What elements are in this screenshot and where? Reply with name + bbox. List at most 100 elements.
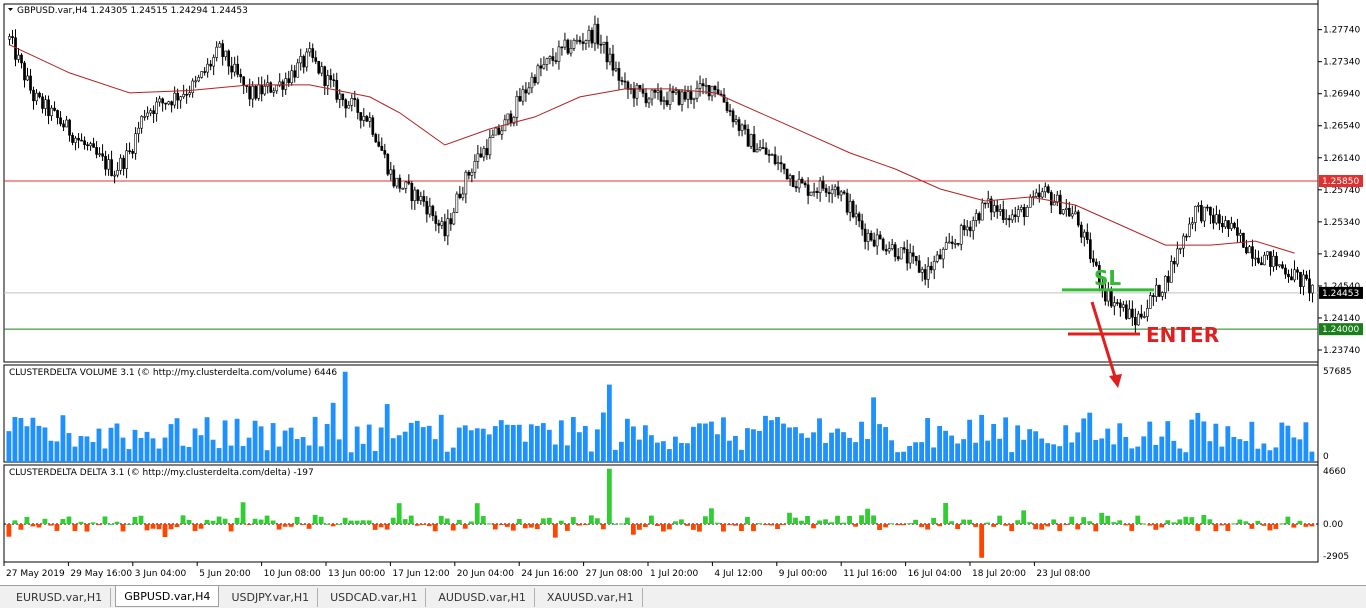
candle-body (794, 186, 798, 189)
triangle-down-icon[interactable] (8, 8, 13, 11)
volume-bar (522, 441, 528, 462)
symbol-tab[interactable]: AUDUSD.var,H1 (430, 588, 535, 607)
volume-bar (1261, 443, 1267, 462)
delta-bar-positive (1135, 515, 1141, 525)
candle-body (1088, 239, 1092, 260)
candle-body (311, 48, 315, 58)
candle-body (857, 213, 861, 222)
candle-body (773, 154, 777, 165)
candle-body (194, 80, 197, 83)
candle-body (44, 99, 47, 109)
delta-bar-negative (162, 524, 168, 538)
candle-body (1025, 206, 1029, 218)
candle-body (443, 221, 447, 237)
delta-bar-positive (648, 515, 654, 525)
volume-bar (769, 420, 774, 462)
price-panel[interactable] (3, 3, 1319, 363)
delta-bar-negative (276, 524, 282, 530)
volume-bar (961, 439, 967, 462)
candle-body (683, 91, 687, 100)
delta-bar-positive (1297, 520, 1303, 525)
delta-panel[interactable] (3, 464, 1319, 563)
candle-body (1046, 186, 1050, 193)
delta-bar-positive (132, 516, 138, 525)
candle-body (176, 92, 179, 101)
candle-body (635, 85, 639, 99)
delta-bar-negative (576, 524, 582, 526)
volume-bar (979, 414, 985, 462)
candle-body (761, 147, 765, 149)
candle-body (782, 163, 786, 170)
volume-bar (282, 430, 288, 462)
volume-bar (1129, 448, 1135, 462)
volume-bar (498, 420, 504, 462)
volume-bar (528, 424, 534, 462)
candle-body (806, 184, 810, 196)
volume-bar (540, 423, 546, 462)
delta-bar-positive (949, 521, 955, 525)
volume-bar (198, 435, 204, 462)
time-axis-label: 10 Jun 08:00 (264, 569, 321, 579)
time-axis-label: 23 Jul 08:00 (1036, 569, 1090, 579)
delta-bar-positive (240, 502, 246, 525)
delta-bar-positive (24, 516, 30, 525)
delta-bar-positive (1207, 519, 1213, 525)
time-axis-label: 9 Jul 00:00 (779, 569, 828, 579)
delta-bar-positive (624, 517, 630, 525)
delta-bar-negative (192, 524, 198, 531)
delta-bar-negative (528, 524, 534, 528)
candle-body (731, 110, 735, 123)
volume-bar (883, 427, 888, 462)
candle-body (653, 89, 657, 93)
candle-body (785, 168, 789, 180)
delta-bar-negative (667, 524, 672, 530)
candle-body (803, 182, 807, 186)
symbol-tab[interactable]: XAUUSD.var,H1 (539, 588, 643, 607)
volume-bar (1237, 439, 1243, 462)
volume-bar (84, 436, 90, 462)
symbol-tab[interactable]: GBPUSD.var,H4 (115, 586, 220, 607)
delta-bar-negative (48, 524, 54, 526)
symbol-tab[interactable]: USDCAD.var,H1 (322, 588, 427, 607)
candle-body (140, 116, 143, 129)
delta-bar-negative (919, 524, 925, 527)
volume-bar (654, 442, 660, 462)
candle-body (479, 153, 483, 158)
volume-bar (300, 437, 306, 462)
delta-bar-positive (42, 518, 48, 525)
volume-bar (6, 431, 12, 462)
volume-bar (90, 441, 96, 462)
delta-bar-negative (450, 524, 456, 531)
time-axis-label: 18 Jul 20:00 (972, 569, 1026, 579)
candle-body (86, 144, 89, 147)
symbol-tab[interactable]: USDJPY.var,H1 (223, 588, 319, 607)
delta-bar-positive (1243, 521, 1249, 525)
candle-body (593, 23, 597, 44)
candle-body (641, 89, 645, 94)
price-tick-label: 1.26540 (1323, 122, 1360, 132)
candle-body (1215, 214, 1218, 224)
delta-bar-positive (679, 519, 684, 525)
delta-bar-positive (312, 514, 318, 525)
delta-tick-label: -2905 (1323, 552, 1349, 562)
volume-bar (36, 425, 42, 462)
candle-body (677, 90, 681, 105)
candle-body (1155, 284, 1158, 298)
delta-bar-negative (991, 524, 997, 527)
candle-body (962, 225, 966, 231)
volume-bar (1087, 412, 1093, 462)
candle-body (1115, 302, 1119, 304)
volume-bar (96, 428, 102, 462)
delta-bar-positive (438, 515, 444, 525)
candle-body (863, 228, 867, 242)
candle-body (122, 157, 125, 169)
candle-body (1161, 292, 1164, 297)
volume-bar (811, 432, 816, 462)
chart-canvas[interactable]: 1.27740 1.27340 1.26940 1.26540 1.26140 1.257… (0, 0, 1366, 585)
candle-body (1082, 231, 1086, 238)
candle-body (23, 62, 26, 81)
delta-bar-positive (847, 515, 852, 525)
symbol-tab[interactable]: EURUSD.var,H1 (8, 588, 112, 607)
volume-bar (342, 371, 348, 462)
candle-body (1128, 308, 1131, 319)
